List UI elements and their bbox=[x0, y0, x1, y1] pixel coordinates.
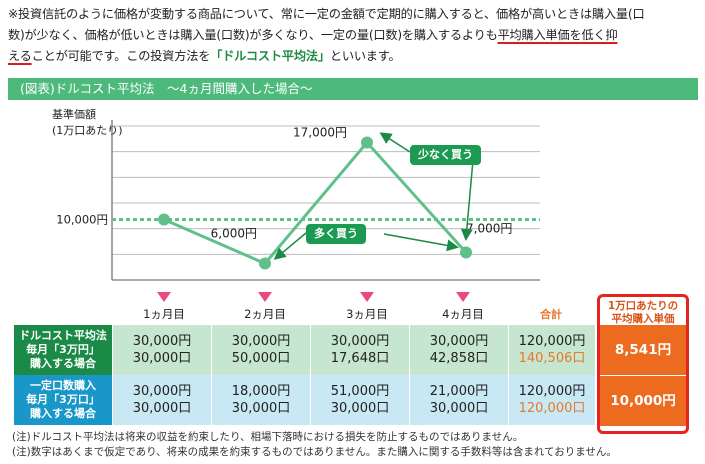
row-label: 購入する場合 bbox=[30, 357, 96, 370]
data-point bbox=[460, 246, 472, 259]
month-marker-3 bbox=[360, 292, 374, 302]
intro-underlined-text: える bbox=[8, 49, 32, 63]
intro-line-2: 数)が少なく、価格が低いときは購入量(口数)が多くなり、一定の量(口数)を購入す… bbox=[8, 25, 700, 46]
arrow bbox=[273, 232, 307, 260]
data-label: 6,000円 bbox=[211, 227, 257, 241]
month-label: 3ヵ月目 bbox=[346, 307, 388, 321]
row-label: 毎月「3万円」 bbox=[26, 343, 100, 356]
table-cell: 30,000円 30,000口 bbox=[112, 375, 212, 425]
total-header: 合計 bbox=[540, 308, 562, 321]
intro-line-1: ※投資信託のように価格が変動する商品について、常に一定の金額で定期的に購入すると… bbox=[8, 4, 700, 25]
average-price-fixed: 10,000円 bbox=[600, 376, 686, 426]
chart-ylabel: 基準価額 (1万口あたり) bbox=[52, 107, 123, 139]
callout-buy-less: 少なく買う bbox=[410, 145, 481, 165]
row-label: ドルコスト平均法 bbox=[19, 329, 107, 342]
row-label: 毎月「3万口」 bbox=[26, 393, 100, 406]
arrow bbox=[383, 233, 459, 252]
data-label: 17,000円 bbox=[293, 126, 347, 140]
intro-text: といいます。 bbox=[329, 49, 401, 63]
footnote: (注)ドルコスト平均法は将来の収益を約束したり、相場下落時における損失を防止する… bbox=[12, 431, 524, 443]
series-line bbox=[163, 140, 468, 266]
row-header-fixed: 一定口数購入 毎月「3万口」 購入する場合 bbox=[14, 375, 113, 425]
total-cell: 120,000円 120,000口 bbox=[508, 375, 595, 425]
table-cell: 30,000円 17,648口 bbox=[310, 325, 410, 375]
month-marker-2 bbox=[258, 292, 272, 302]
intro-highlight: 「ドルコスト平均法」 bbox=[210, 49, 330, 63]
month-label: 2ヵ月目 bbox=[244, 307, 286, 321]
footnotes: (注)ドルコスト平均法は将来の収益を約束したり、相場下落時における損失を防止する… bbox=[12, 430, 617, 460]
row-header-dca: ドルコスト平均法 毎月「3万円」 購入する場合 bbox=[14, 325, 113, 375]
month-marker-4 bbox=[456, 292, 470, 302]
month-label: 1ヵ月目 bbox=[143, 307, 185, 321]
reference-label: 10,000円 bbox=[56, 213, 108, 227]
table-cell: 18,000円 30,000口 bbox=[211, 375, 311, 425]
arrow bbox=[379, 132, 411, 153]
table-row: ドルコスト平均法 毎月「3万円」 購入する場合 30,000円 30,000口 3… bbox=[14, 325, 595, 375]
row-label: 購入する場合 bbox=[30, 407, 96, 420]
comparison-table: ドルコスト平均法 毎月「3万円」 購入する場合 30,000円 30,000口 3… bbox=[14, 325, 595, 425]
average-price-box: 1万口あたりの 平均購入単価 8,541円 10,000円 bbox=[597, 294, 689, 434]
intro-text: 数)が少なく、価格が低いときは購入量(口数)が多くなり、一定の量(口数)を購入す… bbox=[8, 28, 498, 42]
month-marker-1 bbox=[157, 292, 171, 302]
total-cell: 120,000円 140,506口 bbox=[508, 325, 595, 375]
average-price-dca: 8,541円 bbox=[600, 325, 686, 375]
ylabel-line: 基準価額 bbox=[52, 108, 96, 121]
intro-line-3: えることが可能です。この投資方法を「ドルコスト平均法」といいます。 bbox=[8, 46, 700, 67]
data-label: 7,000円 bbox=[466, 222, 512, 236]
intro-text: ことが可能です。この投資方法を bbox=[31, 49, 211, 63]
data-point bbox=[361, 136, 373, 149]
data-point bbox=[158, 213, 170, 226]
table-cell: 30,000円 50,000口 bbox=[211, 325, 311, 375]
footnote: (注)数字はあくまで仮定であり、将来の成果を約束するものではありません。また購入… bbox=[12, 446, 617, 458]
figure-title: (図表)ドルコスト平均法 ～4ヵ月間購入した場合～ bbox=[20, 81, 313, 96]
ylabel-line: (1万口あたり) bbox=[52, 124, 123, 137]
average-price-header: 1万口あたりの 平均購入単価 bbox=[607, 300, 679, 325]
row-label: 一定口数購入 bbox=[30, 379, 96, 392]
table-cell: 30,000円 42,858口 bbox=[409, 325, 509, 375]
arrow bbox=[460, 159, 474, 241]
data-point bbox=[259, 257, 271, 270]
month-label: 4ヵ月目 bbox=[442, 307, 484, 321]
table-cell: 21,000円 30,000口 bbox=[409, 375, 509, 425]
table-cell: 51,000円 30,000口 bbox=[310, 375, 410, 425]
intro-text: ※投資信託のように価格が変動する商品について、常に一定の金額で定期的に購入すると… bbox=[8, 7, 645, 21]
table-row: 一定口数購入 毎月「3万口」 購入する場合 30,000円 30,000口 18,… bbox=[14, 375, 595, 425]
line-chart: 10,000円 6,000円 17,000円 7,000円 bbox=[56, 120, 540, 281]
figure-header: (図表)ドルコスト平均法 ～4ヵ月間購入した場合～ bbox=[8, 78, 698, 100]
table-cell: 30,000円 30,000口 bbox=[112, 325, 212, 375]
callout-buy-more: 多く買う bbox=[306, 224, 366, 244]
intro-underlined-text: 平均購入単価を低く抑 bbox=[497, 28, 618, 42]
intro-paragraph: ※投資信託のように価格が変動する商品について、常に一定の金額で定期的に購入すると… bbox=[8, 4, 700, 67]
